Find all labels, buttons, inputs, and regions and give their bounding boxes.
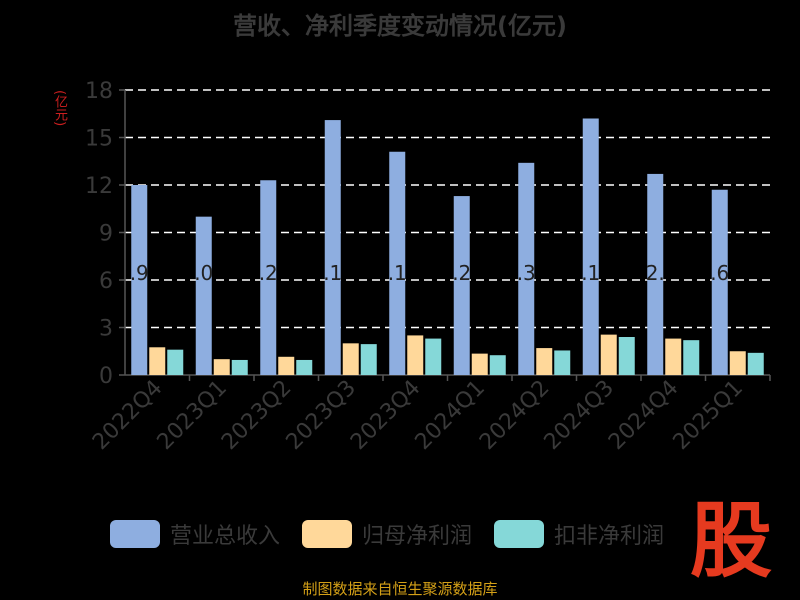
bar-revenue: [260, 180, 277, 375]
bar-value-label: .9: [130, 261, 149, 285]
data-source-note: 制图数据来自恒生聚源数据库: [302, 580, 498, 598]
bar-revenue: [647, 173, 664, 375]
x-tick-label: 2024Q3: [540, 376, 619, 455]
x-tick-label: 2024Q1: [411, 376, 490, 455]
x-tick-label: 2023Q2: [217, 376, 296, 455]
bar-deducted_profit: [231, 359, 248, 375]
x-tick-label: 2024Q4: [604, 376, 683, 455]
bar-deducted_profit: [296, 359, 313, 375]
x-tick-label: 2023Q3: [282, 376, 361, 455]
bar-net_profit: [536, 348, 553, 375]
bar-value-label: 2.: [646, 261, 665, 285]
x-tick-label: 2024Q2: [475, 376, 554, 455]
bar-revenue: [195, 216, 212, 375]
bar-net_profit: [407, 335, 424, 375]
bar-revenue: [711, 189, 728, 375]
bar-net_profit: [471, 353, 488, 375]
y-tick-label: 6: [99, 269, 113, 294]
legend-swatch-net-profit: [302, 520, 353, 548]
bar-value-label: .0: [194, 261, 213, 285]
y-tick-label: 3: [99, 317, 113, 342]
legend-item-net-profit[interactable]: 归母净利润: [302, 518, 472, 550]
bar-net_profit: [213, 359, 230, 375]
bar-value-label: .6: [710, 261, 729, 285]
bar-deducted_profit: [683, 340, 700, 375]
bar-deducted_profit: [167, 349, 184, 375]
bar-value-label: .2: [452, 261, 471, 285]
bar-deducted_profit: [747, 352, 764, 375]
x-tick-label: 2023Q1: [153, 376, 232, 455]
bar-net_profit: [600, 334, 617, 375]
bar-value-label: .2: [259, 261, 278, 285]
bar-revenue: [389, 151, 406, 375]
bar-net_profit: [278, 356, 295, 375]
bar-deducted_profit: [618, 337, 635, 375]
bar-revenue: [324, 120, 341, 375]
legend: 营业总收入 归母净利润 扣非净利润: [110, 518, 686, 550]
x-tick-label: 2025Q1: [669, 376, 748, 455]
legend-item-deducted-profit[interactable]: 扣非净利润: [494, 518, 664, 550]
bar-revenue: [582, 118, 599, 375]
legend-label-deducted-profit: 扣非净利润: [554, 524, 665, 549]
bar-net_profit: [149, 347, 166, 375]
bar-net_profit: [729, 351, 746, 375]
bar-deducted_profit: [425, 338, 442, 375]
legend-swatch-revenue: [110, 520, 160, 548]
bar-value-label: .3: [517, 261, 536, 285]
bar-revenue: [518, 162, 535, 375]
bar-value-label: .1: [388, 261, 407, 285]
y-tick-label: 12: [85, 174, 113, 199]
legend-swatch-deducted-profit: [494, 520, 545, 548]
bar-value-label: .1: [581, 261, 600, 285]
bar-net_profit: [342, 343, 359, 375]
legend-label-net-profit: 归母净利润: [362, 524, 473, 549]
brand-logo: 股: [690, 493, 773, 589]
y-tick-label: 15: [85, 127, 113, 152]
bar-deducted_profit: [554, 350, 571, 375]
legend-item-revenue[interactable]: 营业总收入: [110, 518, 280, 550]
bar-deducted_profit: [360, 344, 377, 375]
bar-revenue: [131, 185, 148, 375]
y-tick-label: 9: [99, 222, 113, 247]
y-tick-label: 18: [85, 79, 113, 104]
y-axis-label: (亿元): [52, 90, 67, 127]
bar-deducted_profit: [489, 355, 506, 375]
x-tick-label: 2023Q4: [346, 376, 425, 455]
chart-title: 营收、净利季度变动情况(亿元): [233, 12, 567, 40]
bar-net_profit: [665, 338, 682, 375]
y-tick-label: 0: [99, 364, 113, 389]
bar-value-label: .1: [323, 261, 342, 285]
legend-label-revenue: 营业总收入: [170, 524, 281, 549]
bar-revenue: [453, 196, 470, 375]
